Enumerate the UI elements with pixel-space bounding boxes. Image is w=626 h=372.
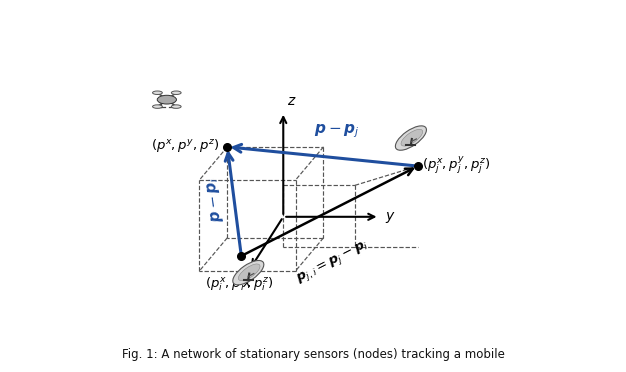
- Text: $x$: $x$: [242, 276, 253, 290]
- Text: Fig. 1: A network of stationary sensors (nodes) tracking a mobile: Fig. 1: A network of stationary sensors …: [121, 348, 505, 361]
- Ellipse shape: [233, 260, 264, 285]
- Ellipse shape: [401, 129, 423, 146]
- Text: $(p_i^x, p_i^y, p_i^z)$: $(p_i^x, p_i^y, p_i^z)$: [205, 273, 274, 293]
- Text: $\boldsymbol{p} - \boldsymbol{p}_j$: $\boldsymbol{p} - \boldsymbol{p}_j$: [314, 122, 359, 140]
- Text: $y$: $y$: [385, 210, 396, 225]
- Text: $\boldsymbol{p}_{j,i} = \boldsymbol{p}_j - \boldsymbol{p}_i$: $\boldsymbol{p}_{j,i} = \boldsymbol{p}_j…: [294, 237, 372, 286]
- Ellipse shape: [172, 91, 181, 94]
- Ellipse shape: [396, 126, 426, 150]
- Ellipse shape: [157, 95, 177, 104]
- Text: $(p^x, p^y, p^z)$: $(p^x, p^y, p^z)$: [151, 137, 220, 154]
- Ellipse shape: [153, 105, 162, 108]
- Ellipse shape: [153, 91, 162, 94]
- Ellipse shape: [239, 264, 260, 281]
- Ellipse shape: [172, 105, 181, 108]
- Text: $z$: $z$: [287, 94, 296, 108]
- Text: $\boldsymbol{p} - \boldsymbol{p}_i$: $\boldsymbol{p} - \boldsymbol{p}_i$: [204, 176, 226, 223]
- Text: $(p_j^x, p_j^y, p_j^z)$: $(p_j^x, p_j^y, p_j^z)$: [422, 154, 491, 176]
